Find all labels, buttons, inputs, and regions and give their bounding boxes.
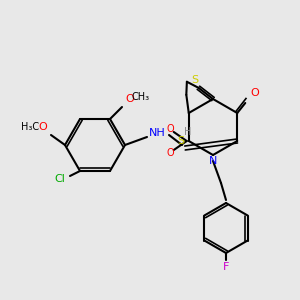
Text: O: O bbox=[167, 124, 175, 134]
Text: H: H bbox=[184, 127, 192, 137]
Text: NH: NH bbox=[148, 128, 165, 138]
Text: H₃C: H₃C bbox=[21, 122, 39, 132]
Text: O: O bbox=[167, 148, 175, 158]
Text: S: S bbox=[178, 136, 185, 146]
Text: O: O bbox=[39, 122, 47, 132]
Text: O: O bbox=[126, 94, 134, 104]
Text: S: S bbox=[191, 75, 198, 85]
Text: O: O bbox=[251, 88, 260, 98]
Text: Cl: Cl bbox=[55, 174, 65, 184]
Text: CH₃: CH₃ bbox=[132, 92, 150, 102]
Text: F: F bbox=[223, 262, 229, 272]
Text: N: N bbox=[209, 156, 217, 166]
